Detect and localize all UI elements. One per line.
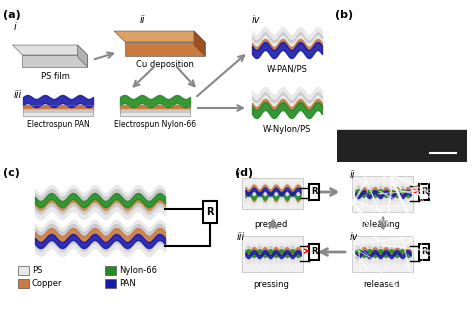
Polygon shape (125, 42, 205, 56)
Bar (243, 178, 303, 209)
Text: iv: iv (350, 232, 358, 242)
Bar (353, 176, 413, 212)
Text: pressed: pressed (255, 220, 288, 229)
Text: W-PAN/PS: W-PAN/PS (266, 65, 308, 74)
Text: ii: ii (350, 170, 356, 180)
Text: pressing: pressing (253, 280, 289, 289)
Text: R: R (206, 207, 214, 217)
Text: PAN: PAN (119, 279, 136, 288)
Text: Copper: Copper (32, 279, 63, 288)
Text: iii: iii (237, 232, 245, 242)
Text: W-Nylon/PS: W-Nylon/PS (263, 125, 311, 134)
Bar (18, 266, 29, 275)
Bar (105, 266, 116, 275)
Text: R: R (311, 187, 318, 197)
Text: (a): (a) (3, 10, 21, 20)
Text: released: released (363, 280, 399, 289)
Text: R: R (311, 248, 318, 256)
Text: Cu deposition: Cu deposition (136, 60, 194, 69)
Text: Electrospun PAN: Electrospun PAN (27, 120, 90, 129)
Bar (310, 244, 319, 260)
Text: e⁻: e⁻ (306, 244, 313, 249)
Bar (419, 184, 429, 200)
Bar (353, 235, 413, 271)
Text: iv: iv (252, 15, 261, 25)
Text: R: R (421, 248, 428, 256)
Text: iii: iii (14, 90, 22, 100)
Text: PS film: PS film (41, 72, 69, 81)
Text: R: R (421, 187, 428, 197)
Bar (243, 235, 303, 271)
Text: ii: ii (140, 15, 146, 25)
Text: ii: ii (340, 22, 346, 32)
Bar (337, 130, 467, 162)
Bar (105, 279, 116, 288)
Text: i: i (340, 176, 343, 186)
Polygon shape (12, 45, 88, 55)
Polygon shape (22, 55, 88, 67)
Bar (419, 244, 429, 260)
Text: i: i (237, 170, 240, 180)
Bar (203, 201, 217, 223)
Bar (310, 184, 319, 200)
Text: i: i (14, 22, 17, 32)
Text: (d): (d) (235, 168, 253, 178)
Text: (b): (b) (335, 10, 353, 20)
Bar (23, 105, 93, 116)
Text: Nylon-66: Nylon-66 (119, 266, 157, 275)
Text: (c): (c) (3, 168, 20, 178)
Bar (120, 105, 190, 116)
Text: Electrospun Nylon-66: Electrospun Nylon-66 (114, 120, 196, 129)
Text: releasing: releasing (362, 220, 401, 229)
Text: e⁻: e⁻ (416, 184, 423, 189)
Polygon shape (78, 45, 88, 67)
Polygon shape (114, 31, 205, 42)
Bar (18, 279, 29, 288)
Polygon shape (194, 31, 205, 56)
Text: PS: PS (32, 266, 42, 275)
